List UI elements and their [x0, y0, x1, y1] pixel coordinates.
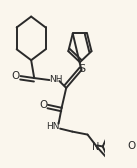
Text: O: O: [128, 141, 136, 152]
Text: O: O: [12, 71, 20, 81]
Text: HN: HN: [46, 122, 59, 131]
Text: NH: NH: [49, 75, 62, 83]
Text: O: O: [39, 100, 48, 110]
Text: S: S: [78, 64, 85, 74]
Text: N: N: [92, 142, 100, 153]
